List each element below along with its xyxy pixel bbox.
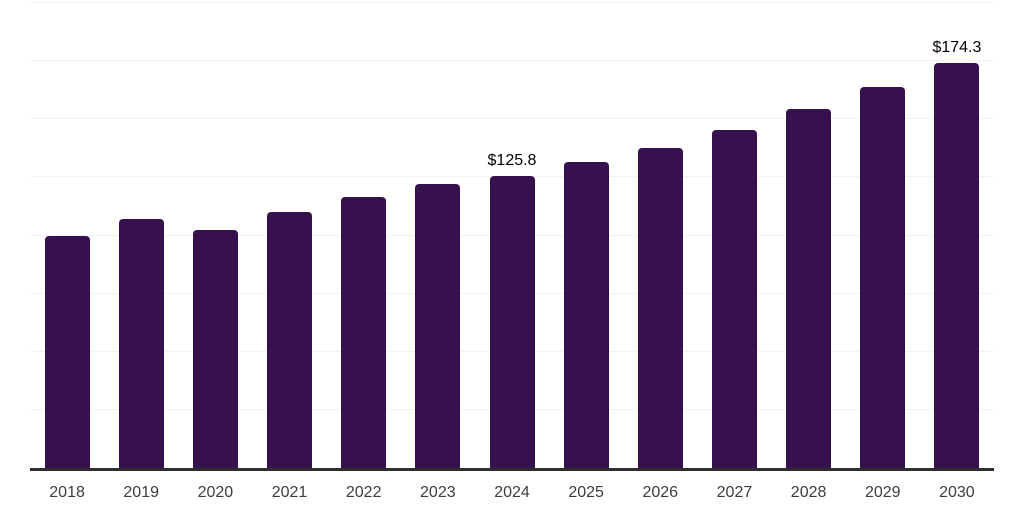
bar-2020 [192, 229, 238, 468]
x-tick-label-2025: 2025 [568, 484, 604, 501]
x-tick-label-2029: 2029 [864, 484, 901, 501]
x-tick-label-2023: 2023 [420, 484, 456, 501]
bar-2021 [267, 212, 313, 468]
gridline-y-150 [30, 118, 994, 120]
x-tick-label-2028: 2028 [790, 484, 827, 501]
x-axis-tick-labels: 2018 2019 2020 2021 2022 2023 2024 2025 2026 2027… [30, 484, 994, 504]
data-label-2024: $125.8 [487, 151, 537, 169]
x-tick-label-2027: 2027 [716, 484, 753, 501]
x-tick-label-2020: 2020 [197, 484, 234, 501]
x-tick-label-2021: 2021 [271, 484, 308, 501]
bar-2027 [711, 130, 757, 468]
x-tick-label-2030: 2030 [939, 484, 975, 501]
bar-2028 [786, 109, 832, 468]
bar-2024 [489, 175, 535, 468]
bar-2018 [44, 235, 90, 468]
bar-2019 [118, 218, 164, 468]
x-tick-label-2018: 2018 [49, 484, 85, 501]
bar-2025 [563, 161, 609, 468]
bar-2030 [934, 62, 980, 468]
x-tick-label-2024: 2024 [494, 484, 530, 501]
x-tick-label-2026: 2026 [642, 484, 679, 501]
bar-2026 [637, 147, 683, 468]
gridline-y-200 [30, 2, 994, 3]
x-tick-label-2019: 2019 [123, 484, 159, 501]
gridline-y-175 [30, 60, 994, 62]
bar-2023 [415, 183, 461, 468]
x-axis-line [30, 468, 994, 471]
bar-2029 [860, 87, 906, 468]
plot-area: $125.8 $174.3 [30, 2, 994, 468]
x-tick-label-2022: 2022 [345, 484, 382, 501]
data-label-2030: $174.3 [932, 38, 982, 56]
bar-2022 [341, 197, 387, 468]
